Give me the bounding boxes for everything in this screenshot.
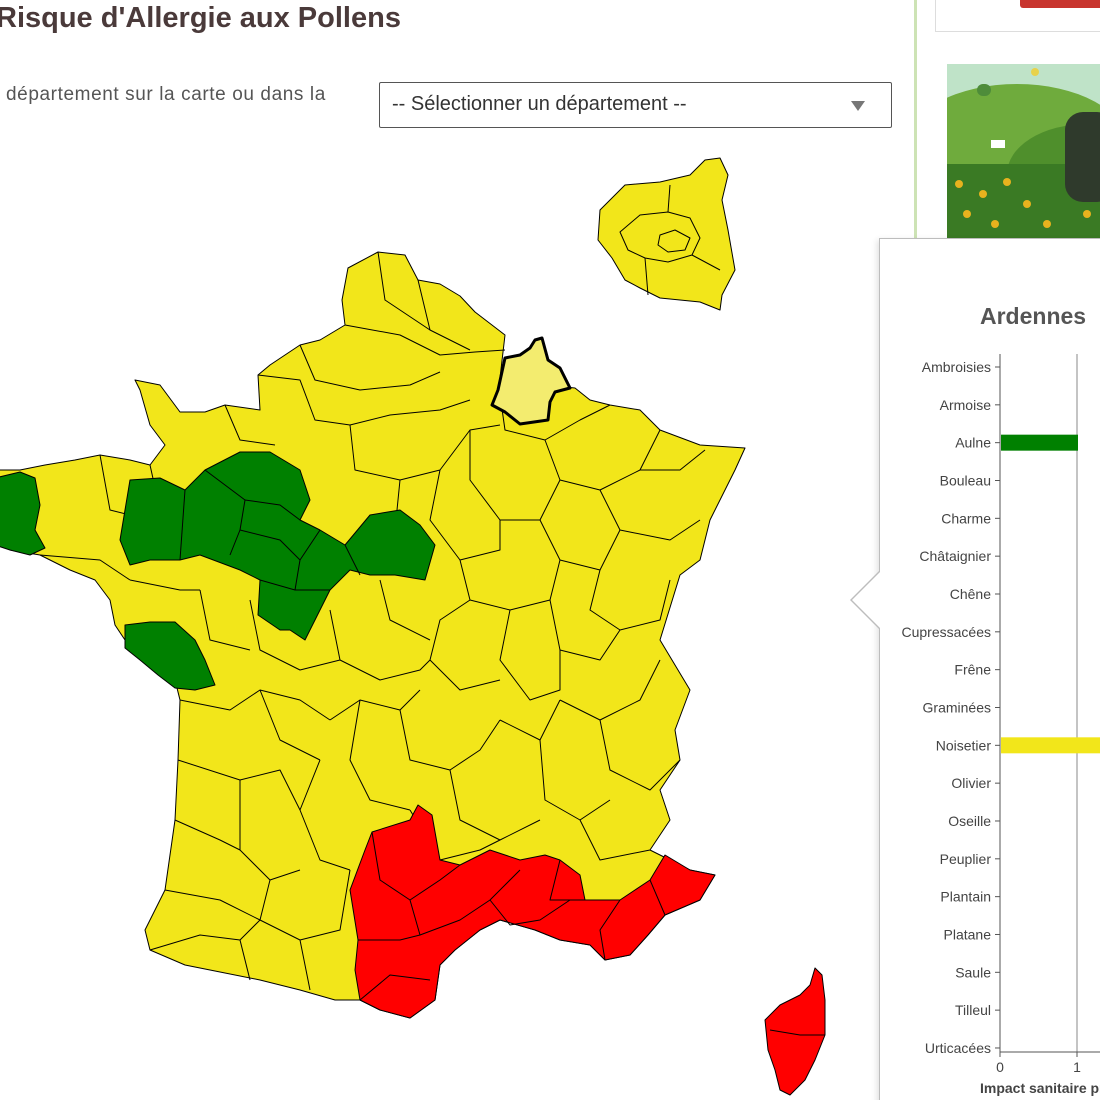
chart-category-label: Bouleau bbox=[940, 472, 991, 488]
chart-bar[interactable] bbox=[1001, 737, 1100, 754]
chart-category-label: Charme bbox=[941, 510, 991, 526]
map-red-borders bbox=[358, 831, 666, 1001]
chart-category-label: Oseille bbox=[948, 813, 991, 829]
chart-x-tick-label: 1 bbox=[1073, 1059, 1081, 1075]
department-popup bbox=[879, 238, 1100, 1100]
chart-category-label: Plantain bbox=[940, 889, 991, 905]
chart-category-label: Tilleul bbox=[955, 1002, 991, 1018]
department-select-value: -- Sélectionner un département -- bbox=[392, 93, 687, 115]
map-corse-border bbox=[769, 1029, 825, 1036]
map-region-green-vendee[interactable] bbox=[124, 621, 216, 691]
chevron-down-icon bbox=[851, 101, 865, 111]
sidebar-divider bbox=[914, 0, 917, 240]
chart-category-label: Cupressacées bbox=[902, 624, 992, 640]
map-region-ardennes-selected[interactable] bbox=[490, 336, 572, 426]
map-region-green-finistere[interactable] bbox=[0, 471, 46, 556]
department-select[interactable]: -- Sélectionner un département -- bbox=[379, 82, 892, 128]
sidebar-red-button[interactable] bbox=[1020, 0, 1100, 8]
map-department-borders bbox=[39, 251, 706, 991]
chart-category-label: Ambroisies bbox=[922, 359, 991, 375]
map-inset-line-b bbox=[691, 254, 721, 271]
chart-category-label: Armoise bbox=[940, 397, 992, 413]
chart-category-label: Olivier bbox=[951, 775, 991, 791]
chart-category-label: Peuplier bbox=[940, 851, 992, 867]
chart-bar[interactable] bbox=[1001, 434, 1078, 451]
chart-x-tick-label: 0 bbox=[996, 1059, 1004, 1075]
chart-category-label: Noisetier bbox=[936, 737, 992, 753]
map-inset-line-a bbox=[644, 257, 649, 296]
map-region-red-south[interactable] bbox=[349, 804, 716, 1019]
map-inset-paris[interactable] bbox=[657, 229, 691, 253]
advertisement-image[interactable] bbox=[947, 64, 1100, 244]
chart-category-label: Aulne bbox=[955, 435, 991, 451]
france-pollen-map[interactable] bbox=[0, 150, 860, 1100]
chart-x-axis-label: Impact sanitaire pr bbox=[980, 1080, 1100, 1096]
map-region-corse[interactable] bbox=[764, 967, 826, 1096]
pollen-bar-chart: Ambroisies Armoise Aulne Bouleau Charme Châta… bbox=[902, 354, 1100, 1096]
chart-category-label: Frêne bbox=[954, 662, 991, 678]
chart-category-label: Urticacées bbox=[925, 1040, 991, 1056]
chart-category-label: Graminées bbox=[923, 699, 991, 715]
chart-category-label: Châtaignier bbox=[919, 548, 991, 564]
chart-category-label: Chêne bbox=[950, 586, 991, 602]
chart-category-label: Platane bbox=[944, 926, 992, 942]
page-title: Risque d'Allergie aux Pollens bbox=[0, 2, 401, 34]
landscape-illustration bbox=[947, 64, 1100, 244]
instruction-text: département sur la carte ou dans la bbox=[6, 84, 326, 105]
chart-category-label: Saule bbox=[955, 964, 991, 980]
map-green-borders bbox=[179, 469, 361, 591]
popup-department-title: Ardennes bbox=[980, 303, 1087, 329]
map-region-green-centre[interactable] bbox=[119, 451, 436, 641]
map-inset-line-c bbox=[667, 184, 671, 213]
popup-pointer-inner bbox=[852, 572, 880, 628]
